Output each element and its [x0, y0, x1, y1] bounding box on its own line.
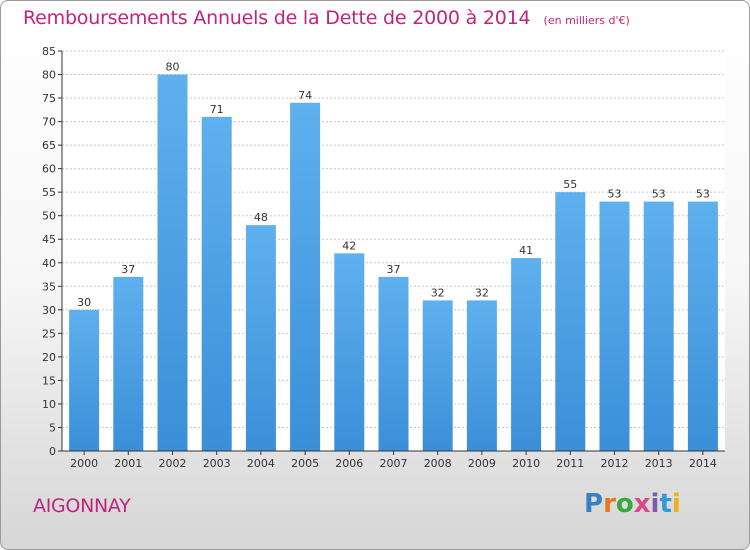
- y-tick-label: 0: [49, 445, 56, 458]
- x-tick-label: 2008: [424, 457, 452, 470]
- y-tick-label: 45: [42, 233, 56, 246]
- bar-value-label: 48: [254, 211, 268, 224]
- y-tick-label: 60: [42, 163, 56, 176]
- bar: [687, 201, 718, 451]
- bar: [555, 192, 586, 452]
- bar: [643, 201, 674, 451]
- y-tick-label: 10: [42, 398, 56, 411]
- bar-value-label: 37: [387, 263, 401, 276]
- bar-value-label: 55: [563, 178, 577, 191]
- bar: [201, 116, 232, 451]
- y-tick-label: 25: [42, 327, 56, 340]
- y-tick-label: 40: [42, 257, 56, 270]
- y-tick-label: 50: [42, 210, 56, 223]
- bar-value-label: 32: [431, 286, 445, 299]
- x-tick-label: 2014: [689, 457, 717, 470]
- chart-title-text: Remboursements Annuels de la Dette de 20…: [23, 7, 531, 29]
- x-tick-label: 2001: [114, 457, 142, 470]
- bar-value-label: 74: [298, 89, 312, 102]
- chart-title: Remboursements Annuels de la Dette de 20…: [23, 7, 630, 29]
- bar: [113, 276, 144, 451]
- bar-value-label: 80: [166, 61, 180, 74]
- y-tick-label: 70: [42, 116, 56, 129]
- bar-value-label: 71: [210, 103, 224, 116]
- bar-value-label: 53: [696, 188, 710, 201]
- x-tick-label: 2012: [601, 457, 629, 470]
- bar-value-label: 32: [475, 286, 489, 299]
- x-tick-label: 2004: [247, 457, 275, 470]
- bar-value-label: 30: [77, 296, 91, 309]
- x-tick-label: 2009: [468, 457, 496, 470]
- x-tick-label: 2002: [159, 457, 187, 470]
- bar: [599, 201, 630, 451]
- y-tick-label: 15: [42, 374, 56, 387]
- x-tick-label: 2007: [380, 457, 408, 470]
- bar-value-label: 41: [519, 244, 533, 257]
- bar: [69, 309, 100, 451]
- y-tick-label: 55: [42, 186, 56, 199]
- x-tick-label: 2000: [70, 457, 98, 470]
- bar: [290, 102, 321, 451]
- y-tick-label: 20: [42, 351, 56, 364]
- bar: [245, 225, 276, 451]
- bar: [422, 300, 453, 451]
- y-tick-label: 35: [42, 280, 56, 293]
- bar: [511, 258, 542, 451]
- bar-value-label: 53: [652, 188, 666, 201]
- bar-value-label: 42: [342, 239, 356, 252]
- x-tick-label: 2010: [512, 457, 540, 470]
- y-tick-label: 80: [42, 69, 56, 82]
- y-tick-label: 30: [42, 304, 56, 317]
- y-tick-label: 65: [42, 139, 56, 152]
- bar: [157, 74, 188, 451]
- x-tick-label: 2005: [291, 457, 319, 470]
- bar: [378, 276, 409, 451]
- bar-value-label: 37: [121, 263, 135, 276]
- x-tick-label: 2003: [203, 457, 231, 470]
- x-tick-label: 2013: [645, 457, 673, 470]
- proxiti-logo: Proxiti: [584, 489, 681, 519]
- bar-value-label: 53: [608, 188, 622, 201]
- chart-unit-note: (en milliers d'€): [543, 14, 630, 27]
- y-tick-label: 75: [42, 92, 56, 105]
- y-tick-label: 85: [42, 45, 56, 58]
- commune-name: AIGONNAY: [33, 495, 131, 517]
- bar: [334, 253, 365, 451]
- bar: [466, 300, 497, 451]
- x-tick-label: 2011: [556, 457, 584, 470]
- y-tick-label: 5: [49, 421, 56, 434]
- x-tick-label: 2006: [335, 457, 363, 470]
